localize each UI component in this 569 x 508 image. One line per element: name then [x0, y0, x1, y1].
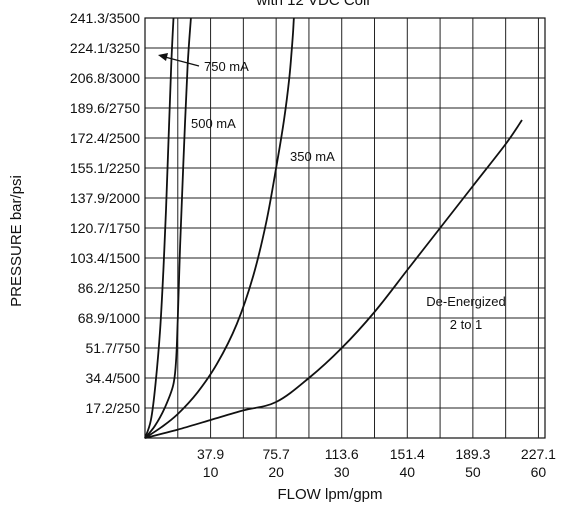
- x-axis-title: FLOW lpm/gpm: [277, 486, 382, 503]
- x-tick-label-lpm: 151.4: [390, 446, 425, 462]
- y-tick-label: 34.4/500: [86, 370, 141, 386]
- y-tick-label: 51.7/750: [86, 340, 141, 356]
- x-tick-label-lpm: 189.3: [455, 446, 490, 462]
- annotation-2-to-1: 2 to 1: [450, 317, 483, 332]
- x-tick-label-lpm: 37.9: [197, 446, 224, 462]
- x-tick-label-lpm: 113.6: [325, 446, 359, 462]
- x-tick-label-lpm: 75.7: [263, 446, 290, 462]
- annotation-500-ma: 500 mA: [191, 116, 236, 131]
- x-tick-label-gpm: 20: [268, 464, 284, 480]
- y-tick-label: 241.3/3500: [70, 10, 140, 26]
- y-tick-label: 103.4/1500: [70, 250, 140, 266]
- chart-title: with 12 VDC Coil: [255, 0, 369, 9]
- y-tick-label: 86.2/1250: [78, 280, 140, 296]
- chart-grid: [144, 17, 546, 439]
- y-tick-label: 137.9/2000: [70, 190, 140, 206]
- chart-curves: [144, 17, 523, 439]
- x-tick-label-gpm: 10: [203, 464, 219, 480]
- y-tick-label: 120.7/1750: [70, 220, 140, 236]
- series-line-750-ma: [144, 17, 175, 439]
- annotation-de-energized: De-Energized: [426, 294, 506, 309]
- x-tick-label-gpm: 50: [465, 464, 481, 480]
- y-tick-label: 17.2/250: [86, 400, 141, 416]
- y-axis-title: PRESSURE bar/psi: [8, 175, 25, 307]
- annotation-750-ma: 750 mA: [204, 59, 249, 74]
- y-tick-labels: 17.2/250 34.4/500 51.7/750 68.9/1000 86.2/12…: [70, 10, 140, 416]
- series-line-350-ma: [144, 17, 295, 439]
- x-tick-labels: 37.9 10 75.7 20 113.6 30 151.4 40 189.3 50 227.1 60: [197, 446, 556, 480]
- x-tick-label-lpm: 227.1: [521, 446, 556, 462]
- x-tick-label-gpm: 60: [531, 464, 547, 480]
- y-tick-label: 155.1/2250: [70, 160, 140, 176]
- series-line-de-energized-2-to-1: [144, 119, 523, 439]
- x-tick-label-gpm: 40: [400, 464, 416, 480]
- y-tick-label: 189.6/2750: [70, 100, 140, 116]
- y-tick-label: 68.9/1000: [78, 310, 140, 326]
- annotation-arrow: [164, 56, 200, 67]
- y-tick-label: 172.4/2500: [70, 130, 140, 146]
- y-tick-label: 206.8/3000: [70, 70, 140, 86]
- annotation-350-ma: 350 mA: [290, 149, 335, 164]
- y-tick-label: 224.1/3250: [70, 40, 140, 56]
- annotation-arrowhead: [158, 53, 168, 61]
- series-line-500-ma: [144, 17, 192, 439]
- x-tick-label-gpm: 30: [334, 464, 350, 480]
- curve-annotations: 750 mA 500 mA 350 mA De-Energized 2 to 1: [191, 59, 506, 332]
